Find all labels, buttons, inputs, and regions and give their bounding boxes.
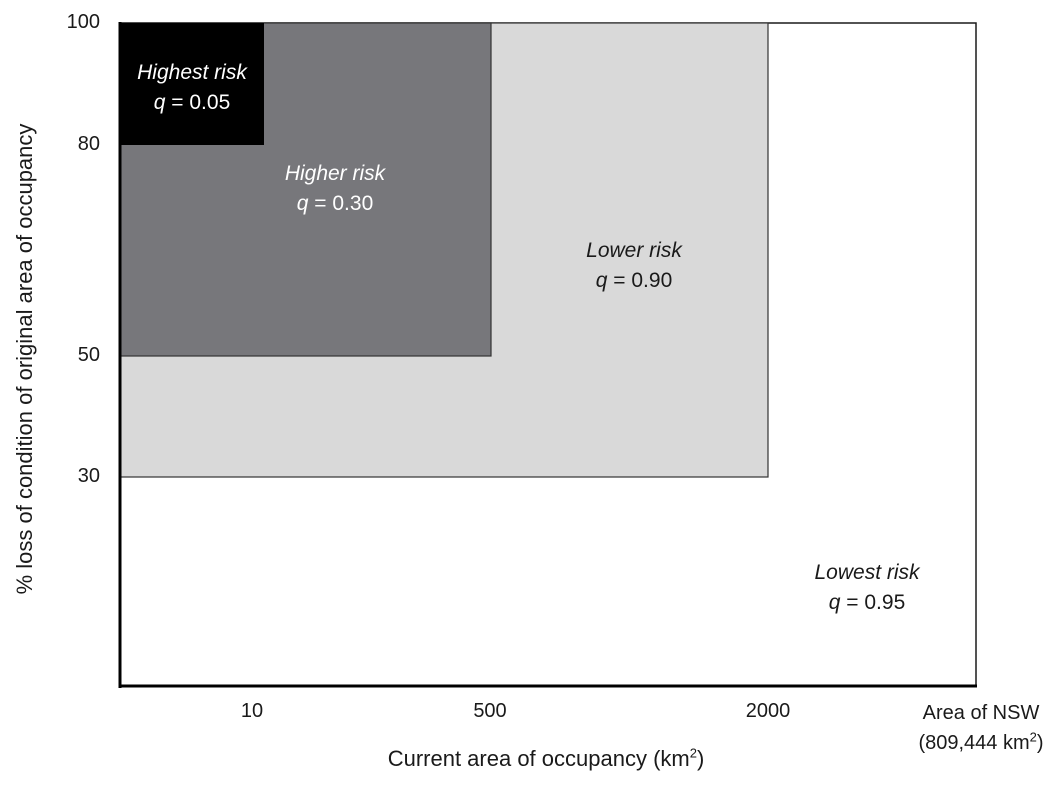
y-tick-label: 50 <box>77 344 100 366</box>
q-symbol: q <box>595 269 608 292</box>
x-end-label-line1: Area of NSW <box>922 702 1040 724</box>
zone-label-lowest-risk: Lowest risk q = 0.95 <box>767 558 967 618</box>
x-tick-label: 2000 <box>745 700 791 722</box>
zone-name: Lowest risk <box>814 561 920 584</box>
q-symbol: q <box>828 591 841 614</box>
q-symbol: q <box>296 192 309 215</box>
x-tick-label: 10 <box>240 700 264 722</box>
x-end-label-line2: (809,444 km2) <box>918 729 1044 754</box>
q-symbol: q <box>153 91 166 114</box>
y-tick-label: 100 <box>66 11 100 33</box>
q-value: = 0.30 <box>308 192 374 215</box>
y-tick-label: 80 <box>77 133 100 155</box>
zone-name: Higher risk <box>284 162 386 185</box>
x-end-label: Area of NSW (809,444 km2) <box>900 698 1062 758</box>
zone-name: Lower risk <box>586 239 682 262</box>
zone-label-higher-risk: Higher risk q = 0.30 <box>235 159 435 219</box>
zone-label-highest-risk: Highest risk q = 0.05 <box>120 58 264 118</box>
q-value: = 0.05 <box>165 91 231 114</box>
zone-label-lower-risk: Lower risk q = 0.90 <box>534 236 734 296</box>
zone-highest-risk-rect <box>120 23 264 145</box>
x-tick-label: 500 <box>473 700 507 722</box>
x-axis-title: Current area of occupancy (km2) <box>387 745 705 771</box>
q-value: = 0.90 <box>607 269 673 292</box>
q-value: = 0.95 <box>840 591 906 614</box>
y-axis-title: % loss of condition of original area of … <box>12 123 37 595</box>
y-tick-label: 30 <box>77 465 100 487</box>
zone-name: Highest risk <box>137 61 247 84</box>
